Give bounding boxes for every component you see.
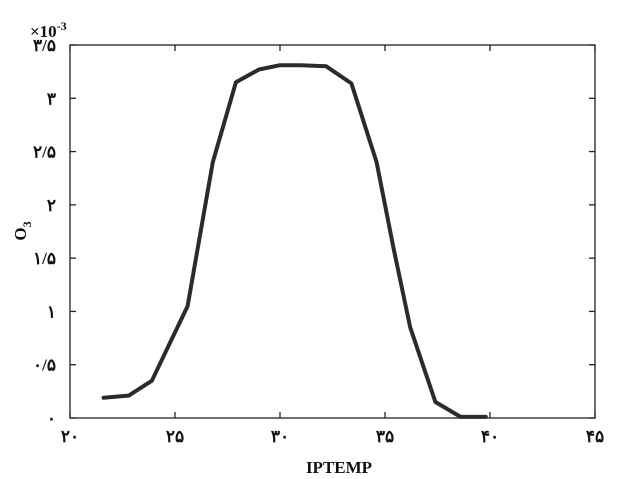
x-tick-label: ۲۰ (61, 427, 79, 446)
y-exponent-power: -3 (57, 19, 67, 33)
plot-frame (69, 44, 596, 419)
x-tick-label: ۳۰ (271, 427, 289, 446)
x-axis: ۲۰ ۲۵ ۳۰ ۳۵ ۴۰ ۴۵ (61, 45, 604, 446)
x-tick-label: ۳۵ (376, 427, 394, 446)
y-tick-label: ۲/۵ (33, 143, 56, 162)
y-axis: ۰ ۰/۵ ۱ ۱/۵ ۲ ۲/۵ ۳ ۳/۵ (33, 36, 595, 428)
y-tick-label: ۲ (47, 196, 56, 215)
y-tick-label: ۳ (47, 89, 56, 108)
y-tick-label: ۳/۵ (33, 36, 56, 55)
series-line (101, 63, 488, 419)
x-tick-label: ۴۵ (586, 427, 604, 446)
y-tick-label: ۰/۵ (33, 356, 56, 375)
y-tick-label: ۰ (47, 409, 56, 428)
x-axis-title: IPTEMP (306, 458, 372, 477)
y-axis-title: O3 (11, 221, 34, 240)
y-axis-title-subscript: 3 (20, 221, 34, 227)
y-tick-label: ۱ (47, 302, 56, 321)
y-tick-label: ۱/۵ (33, 249, 56, 268)
y-exponent-label: ×10-3 (30, 19, 67, 41)
x-tick-label: ۴۰ (481, 427, 499, 446)
x-tick-label: ۲۵ (166, 427, 184, 446)
series-group (101, 63, 488, 419)
